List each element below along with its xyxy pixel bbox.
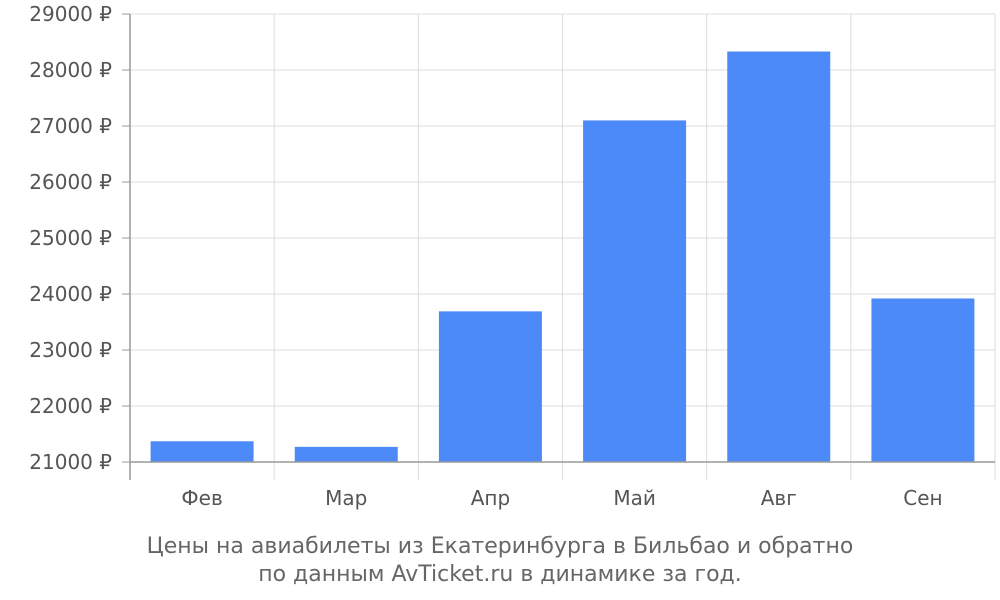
y-tick-label: 28000 ₽ — [29, 58, 112, 82]
y-tick-label: 25000 ₽ — [29, 226, 112, 250]
y-tick-label: 24000 ₽ — [29, 282, 112, 306]
axis-layer — [122, 13, 996, 480]
y-tick-label: 23000 ₽ — [29, 338, 112, 362]
x-tick-label: Фев — [181, 486, 222, 510]
grid-layer — [130, 13, 996, 463]
bar-3 — [438, 311, 542, 462]
x-tick-label: Май — [613, 486, 656, 510]
bar-6 — [871, 298, 975, 462]
x-tick-label: Авг — [761, 486, 797, 510]
bar-2 — [294, 446, 398, 462]
chart-caption-line-2: по данным AvTicket.ru в динамике за год. — [258, 562, 742, 587]
bar-chart: 21000 ₽ 22000 ₽ 23000 ₽ 24000 ₽ 25000 ₽ 26000… — [29, 2, 996, 510]
y-tick-label: 29000 ₽ — [29, 2, 112, 26]
x-tick-label: Сен — [903, 486, 942, 510]
x-tick-labels: Фев Мар Апр Май Авг Сен — [181, 486, 942, 510]
bars-layer — [150, 51, 975, 463]
y-tick-label: 22000 ₽ — [29, 394, 112, 418]
bar-5 — [727, 51, 831, 463]
bar-4 — [583, 120, 687, 463]
y-tick-label: 26000 ₽ — [29, 170, 112, 194]
y-tick-label: 27000 ₽ — [29, 114, 112, 138]
bar-1 — [150, 441, 254, 462]
y-tick-label: 21000 ₽ — [29, 450, 112, 474]
x-tick-label: Апр — [471, 486, 510, 510]
x-tick-label: Мар — [325, 486, 367, 510]
y-tick-labels: 21000 ₽ 22000 ₽ 23000 ₽ 24000 ₽ 25000 ₽ 26000… — [29, 2, 112, 474]
chart-caption-line-1: Цены на авиабилеты из Екатеринбурга в Би… — [146, 534, 854, 559]
